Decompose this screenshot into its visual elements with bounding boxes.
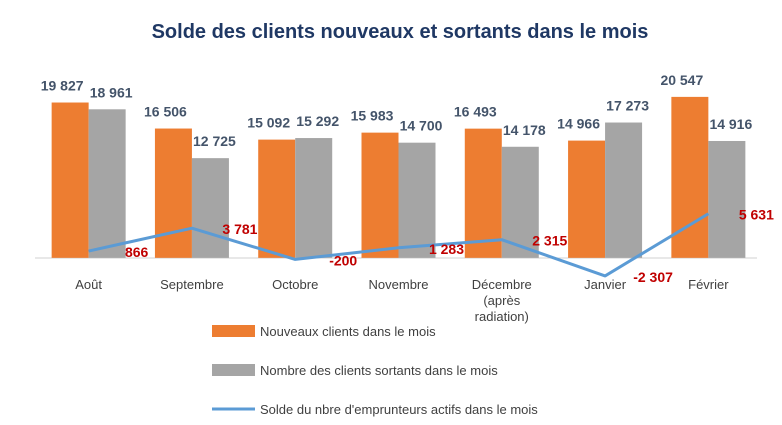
bar <box>295 138 333 258</box>
data-label: 1 283 <box>429 241 464 257</box>
bar <box>501 146 539 258</box>
legend-label: Nouveaux clients dans le mois <box>260 324 436 339</box>
legend-swatch <box>212 325 255 337</box>
data-label: 3 781 <box>222 221 257 237</box>
bar <box>191 158 229 258</box>
chart-title: Solde des clients nouveaux et sortants d… <box>152 21 649 43</box>
data-label: -200 <box>329 252 357 268</box>
bar <box>398 142 436 258</box>
bar <box>51 102 89 258</box>
bar <box>258 139 296 258</box>
data-label: 2 315 <box>532 233 567 249</box>
data-label: 18 961 <box>90 84 133 100</box>
bar <box>464 128 502 258</box>
legend-label: Nombre des clients sortants dans le mois <box>260 363 498 378</box>
data-label: 19 827 <box>41 78 84 94</box>
line <box>88 212 710 278</box>
data-label: 16 506 <box>144 104 187 120</box>
data-label: 15 092 <box>247 115 290 131</box>
data-label: -2 307 <box>633 269 673 285</box>
bar <box>605 122 643 258</box>
data-label: 866 <box>125 244 149 260</box>
x-tick-label: Décembre (après radiation) <box>472 277 532 324</box>
x-tick-label: Septembre <box>160 277 224 292</box>
bar <box>88 109 126 258</box>
data-label: 14 966 <box>557 116 600 132</box>
data-label: 17 273 <box>606 98 649 114</box>
data-label: 14 178 <box>503 122 546 138</box>
data-label: 16 493 <box>454 104 497 120</box>
legend-swatch <box>212 364 255 376</box>
x-tick-label: Février <box>688 277 729 292</box>
data-label: 14 700 <box>400 118 443 134</box>
x-tick-label: Octobre <box>272 277 318 292</box>
data-label: 5 631 <box>739 207 774 223</box>
data-label: 14 916 <box>709 116 752 132</box>
x-tick-label: Janvier <box>584 277 627 292</box>
bar <box>154 128 192 258</box>
bar <box>361 132 399 258</box>
x-tick-label: Novembre <box>369 277 429 292</box>
bar <box>568 140 606 258</box>
data-label: 20 547 <box>660 72 703 88</box>
legend-label: Solde du nbre d'emprunteurs actifs dans … <box>260 402 538 417</box>
bar <box>708 140 746 258</box>
data-label: 12 725 <box>193 133 236 149</box>
x-tick-label: Août <box>75 277 102 292</box>
data-label: 15 292 <box>296 113 339 129</box>
data-label: 15 983 <box>351 108 394 124</box>
